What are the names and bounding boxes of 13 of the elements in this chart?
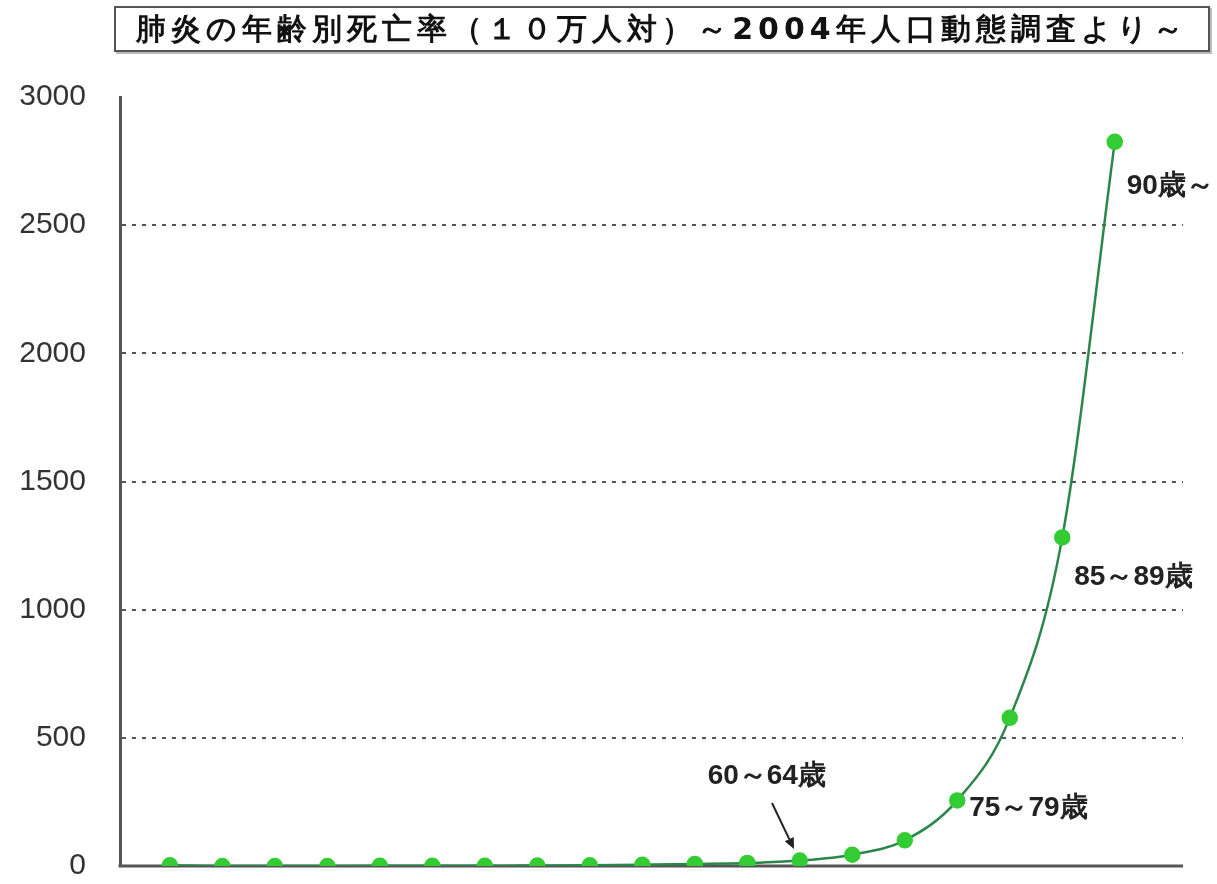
y-tick-label: 1000 xyxy=(19,590,86,624)
annotation: 60～64歳 xyxy=(707,759,826,791)
y-tick-label: 2500 xyxy=(19,206,86,240)
y-tick-label: 2000 xyxy=(19,334,86,368)
annotation: 85～89歳 xyxy=(1074,560,1193,592)
chart-title: 肺炎の年齢別死亡率（１０万人対）～2004年人口動態調査より～ xyxy=(114,6,1210,52)
y-tick-label: 0 xyxy=(69,847,86,881)
point xyxy=(1106,133,1124,151)
y-tick-label: 3000 xyxy=(19,78,86,112)
annotation: 75～79歳 xyxy=(969,791,1088,823)
y-tick-label: 500 xyxy=(35,719,86,753)
y-tick-label: 1500 xyxy=(19,462,86,496)
annotation: 90歳～ xyxy=(1126,168,1214,200)
